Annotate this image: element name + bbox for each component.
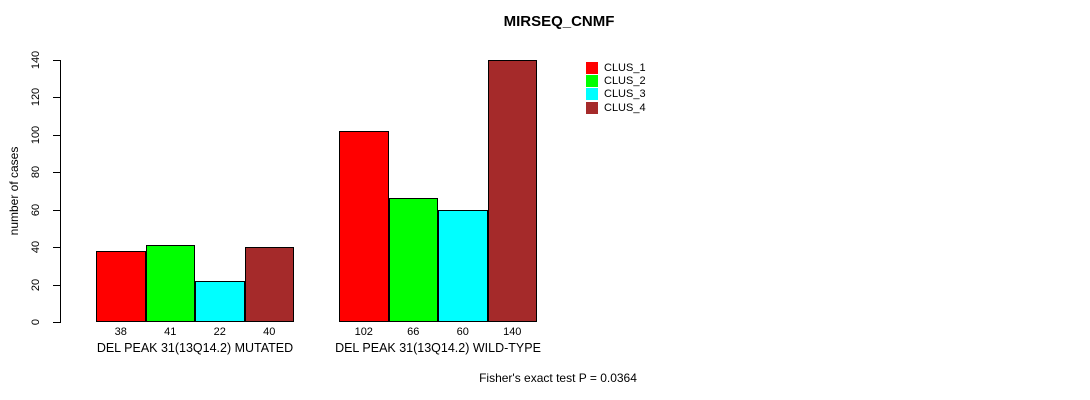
y-axis-tick [53,97,60,99]
y-axis-tick-label: 140 [30,50,42,70]
x-axis-group-label: DEL PEAK 31(13Q14.2) MUTATED [96,341,294,355]
y-axis-tick-label: 60 [30,203,42,216]
bar-clus_2-group-1 [145,245,195,322]
bar-value-label: 60 [456,326,469,338]
bar-value-label: 22 [213,326,226,338]
y-axis-tick [53,322,60,323]
y-axis-tick [53,209,60,211]
legend-label: CLUS_2 [604,74,646,87]
bar-clus_4-group-2 [487,60,537,322]
y-axis-tick-label: 0 [30,318,42,326]
bar-clus_3-group-2 [438,209,488,322]
x-axis-group-label: DEL PEAK 31(13Q14.2) WILD-TYPE [335,341,541,355]
legend-label: CLUS_3 [604,88,646,101]
legend-item: CLUS_4 [586,101,646,114]
y-axis-tick-label: 40 [30,241,42,254]
y-axis-tick [53,60,60,61]
bar-clus_2-group-2 [388,198,438,322]
bar-value-label: 40 [263,326,276,338]
legend-swatch-clus-2 [586,74,598,87]
y-axis-tick [53,284,60,286]
y-axis-line [60,60,61,323]
bar-clus_1-group-1 [96,250,146,322]
bar-clus_3-group-1 [195,280,245,322]
legend-label: CLUS_1 [604,61,646,74]
bar-clus_1-group-2 [339,131,389,322]
y-axis-tick-label: 120 [30,88,42,107]
legend-swatch-clus-1 [586,61,598,74]
bar-value-label: 66 [407,326,420,338]
y-axis-tick-label: 100 [30,125,42,145]
bar-value-label: 102 [354,326,373,338]
legend-item: CLUS_3 [586,88,646,101]
chart-title: MIRSEQ_CNMF [503,13,615,30]
legend-item: CLUS_1 [586,61,646,74]
bar-value-label: 41 [164,326,177,338]
legend-item: CLUS_2 [586,74,646,87]
legend: CLUS_1 CLUS_2 CLUS_3 CLUS_4 [586,61,646,114]
y-axis-tick [53,134,60,136]
bar-value-label: 38 [114,326,127,338]
y-axis-tick-label: 80 [30,166,42,179]
y-axis-label: number of cases [7,146,21,236]
y-axis-tick-label: 20 [30,278,42,291]
legend-label: CLUS_4 [604,101,646,114]
y-axis-tick [53,172,60,174]
legend-swatch-clus-4 [586,101,598,114]
bar-value-label: 140 [503,326,522,338]
legend-swatch-clus-3 [586,88,598,101]
y-axis-tick [53,247,60,249]
bar-clus_4-group-1 [244,247,294,322]
fisher-test-annotation: Fisher's exact test P = 0.0364 [479,371,637,385]
